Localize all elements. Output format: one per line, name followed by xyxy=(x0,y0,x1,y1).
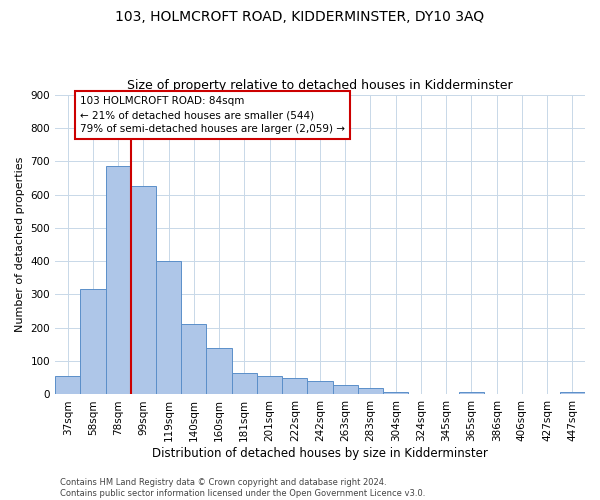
Bar xyxy=(106,166,131,394)
Bar xyxy=(459,392,484,394)
Bar xyxy=(55,376,80,394)
Bar xyxy=(181,324,206,394)
Bar xyxy=(80,290,106,395)
Bar xyxy=(307,381,332,394)
Bar xyxy=(332,385,358,394)
Bar xyxy=(156,261,181,394)
Bar xyxy=(232,373,257,394)
Text: Contains HM Land Registry data © Crown copyright and database right 2024.
Contai: Contains HM Land Registry data © Crown c… xyxy=(60,478,425,498)
Bar xyxy=(358,388,383,394)
Text: 103 HOLMCROFT ROAD: 84sqm
← 21% of detached houses are smaller (544)
79% of semi: 103 HOLMCROFT ROAD: 84sqm ← 21% of detac… xyxy=(80,96,345,134)
Text: 103, HOLMCROFT ROAD, KIDDERMINSTER, DY10 3AQ: 103, HOLMCROFT ROAD, KIDDERMINSTER, DY10… xyxy=(115,10,485,24)
Bar xyxy=(560,392,585,394)
Title: Size of property relative to detached houses in Kidderminster: Size of property relative to detached ho… xyxy=(127,79,513,92)
X-axis label: Distribution of detached houses by size in Kidderminster: Distribution of detached houses by size … xyxy=(152,447,488,460)
Bar xyxy=(383,392,409,394)
Bar xyxy=(257,376,282,394)
Y-axis label: Number of detached properties: Number of detached properties xyxy=(15,157,25,332)
Bar xyxy=(206,348,232,395)
Bar xyxy=(282,378,307,394)
Bar xyxy=(131,186,156,394)
